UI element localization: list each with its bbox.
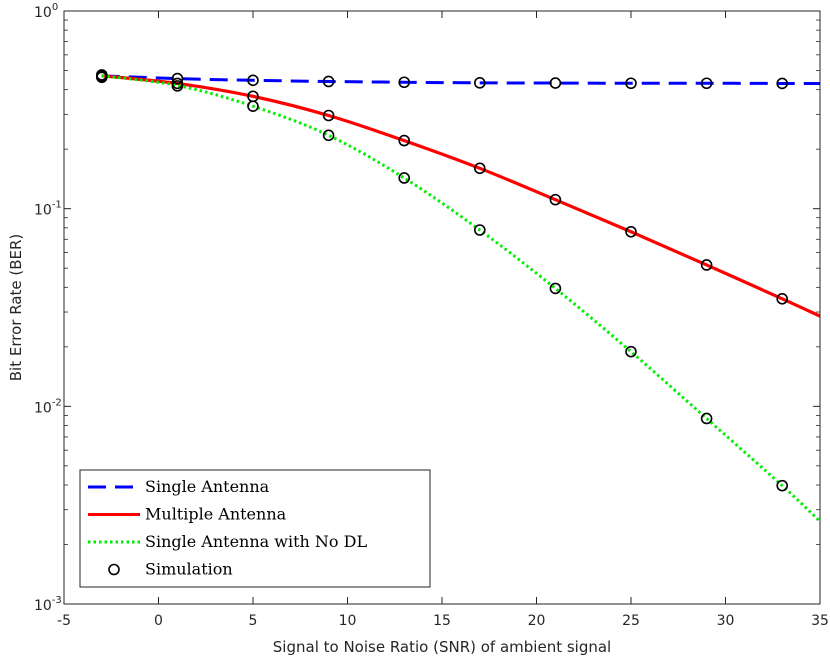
- y-axis-ticks: 100 10-1 10-2 10-3: [34, 2, 820, 614]
- x-tick-label: 0: [154, 613, 163, 629]
- legend-box: [79, 469, 431, 588]
- simulation-marker: [398, 172, 411, 184]
- simulation-marker: [171, 72, 184, 85]
- y-tick-label: 10-1: [34, 200, 62, 219]
- simulation-marker: [398, 134, 411, 147]
- x-axis-title: Signal to Noise Ratio (SNR) of ambient s…: [273, 638, 611, 656]
- y-tick-label: 10-3: [34, 595, 62, 614]
- legend-label: Single Antenna: [145, 477, 270, 496]
- x-tick-label: 5: [249, 613, 258, 629]
- simulation-markers: [96, 69, 789, 492]
- simulation-marker: [96, 70, 108, 82]
- simulation-marker: [776, 292, 789, 305]
- x-tick-label: 25: [622, 613, 640, 629]
- curves-layer: [101, 74, 822, 523]
- y-tick-label: 10-2: [34, 397, 62, 416]
- simulation-marker: [322, 75, 335, 88]
- legend-symbol-circle: [108, 563, 120, 576]
- simulation-marker: [776, 479, 789, 492]
- simulation-marker: [322, 109, 335, 122]
- legend-label: Simulation: [145, 560, 233, 579]
- series-line-2: [101, 74, 821, 318]
- legend: Single Antenna Multiple Antenna Single Ant…: [79, 469, 431, 588]
- y-axis-title: Bit Error Rate (BER): [7, 234, 25, 382]
- simulation-marker: [549, 77, 562, 89]
- x-tick-label: 15: [433, 613, 451, 629]
- legend-label: Multiple Antenna: [145, 505, 287, 524]
- simulation-marker: [247, 100, 259, 112]
- series-line-3: [101, 74, 822, 523]
- simulation-marker: [700, 412, 713, 425]
- x-tick-label: 10: [339, 613, 357, 629]
- simulation-marker: [625, 225, 637, 238]
- simulation-marker: [473, 224, 486, 236]
- simulation-marker: [625, 345, 637, 358]
- simulation-marker: [549, 193, 562, 206]
- simulation-marker: [398, 76, 411, 89]
- simulation-marker: [549, 282, 562, 295]
- simulation-marker: [473, 77, 486, 89]
- legend-label: Single Antenna with No DL: [145, 532, 367, 551]
- x-tick-label: -5: [57, 613, 71, 629]
- simulation-marker: [473, 162, 486, 175]
- x-tick-label: 20: [528, 613, 546, 629]
- y-tick-label: 100: [34, 2, 58, 21]
- simulation-marker: [700, 77, 713, 90]
- simulation-marker: [247, 74, 259, 87]
- x-tick-label: 35: [811, 613, 829, 629]
- x-tick-label: 30: [717, 613, 735, 629]
- simulation-marker: [776, 77, 789, 90]
- simulation-marker: [700, 259, 713, 271]
- simulation-marker: [625, 77, 637, 90]
- x-axis-ticks: -5 0 5 10 15 20 25 30 35: [57, 11, 829, 629]
- simulation-marker: [322, 129, 335, 142]
- simulation-marker: [171, 80, 184, 92]
- series-line-1: [101, 74, 821, 85]
